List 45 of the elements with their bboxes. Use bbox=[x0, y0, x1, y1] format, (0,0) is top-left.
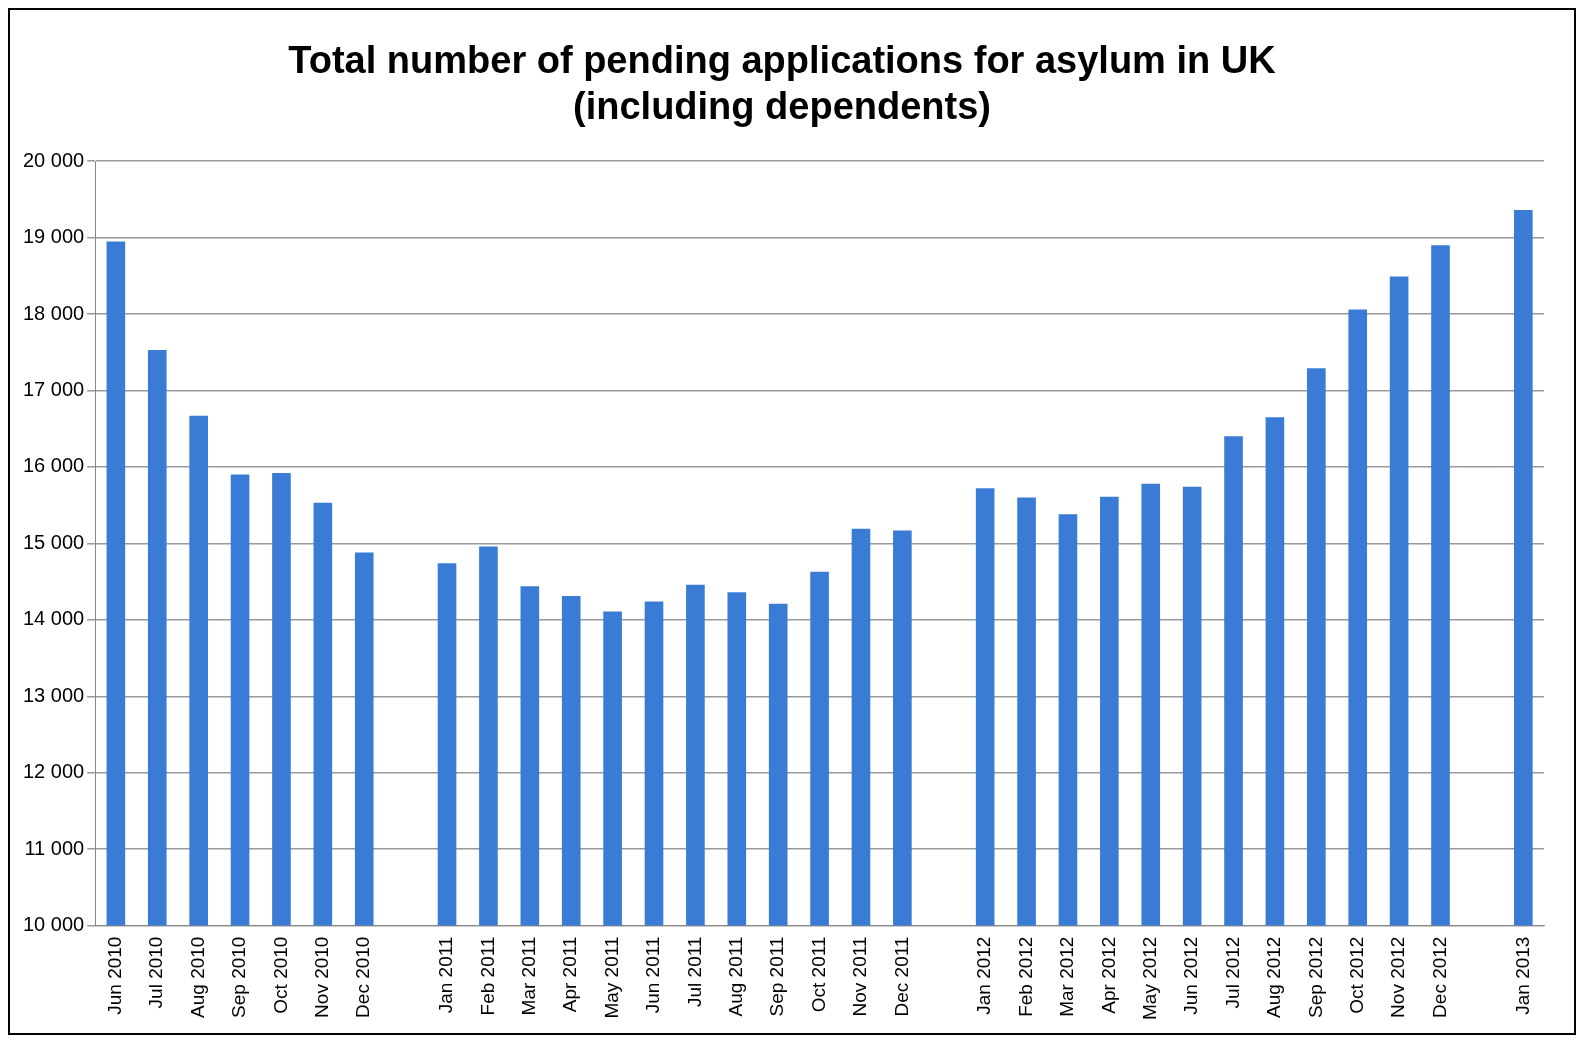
x-tick-label: May 2012 bbox=[1138, 936, 1160, 1021]
x-tick-label: Jan 2012 bbox=[973, 936, 995, 1015]
y-tick-label: 15 000 bbox=[23, 530, 85, 553]
text: (including dependents) bbox=[573, 84, 991, 127]
x-tick-label: Sep 2011 bbox=[766, 936, 788, 1017]
x-tick-label: Sep 2012 bbox=[1304, 936, 1326, 1018]
x-tick-label: Dec 2012 bbox=[1428, 936, 1450, 1018]
x-tick-label: Jun 2011 bbox=[642, 936, 664, 1014]
x-tick-label: Dec 2010 bbox=[352, 936, 374, 1018]
x-tick-label: Apr 2011 bbox=[559, 936, 581, 1013]
x-tick-label: Mar 2012 bbox=[1056, 936, 1078, 1017]
text: Total number of pending applications for asylum in UK bbox=[288, 39, 1276, 82]
y-tick-label: 16 000 bbox=[23, 454, 85, 477]
y-tick-label: 12 000 bbox=[23, 760, 85, 783]
y-tick-label: 14 000 bbox=[23, 607, 85, 630]
x-tick-label: Nov 2010 bbox=[311, 936, 333, 1018]
y-tick-label: 10 000 bbox=[23, 913, 85, 936]
x-tick-label: Feb 2012 bbox=[1014, 936, 1036, 1017]
y-tick-label: 18 000 bbox=[23, 301, 85, 324]
x-tick-label: Jul 2010 bbox=[145, 936, 167, 1009]
x-tick-label: Jun 2012 bbox=[1180, 936, 1202, 1015]
x-tick-label: Oct 2012 bbox=[1345, 936, 1367, 1014]
x-tick-label: Nov 2012 bbox=[1387, 936, 1409, 1018]
x-tick-label: Jan 2013 bbox=[1511, 936, 1533, 1015]
x-tick-label: Mar 2011 bbox=[518, 936, 540, 1016]
y-tick-label: 13 000 bbox=[23, 683, 85, 706]
y-tick-label: 11 000 bbox=[24, 836, 85, 859]
x-tick-label: Jul 2011 bbox=[683, 936, 705, 1007]
y-tick-label: 19 000 bbox=[23, 225, 85, 248]
x-tick-label: Aug 2010 bbox=[186, 936, 208, 1018]
x-tick-label: Feb 2011 bbox=[476, 936, 498, 1016]
x-tick-label: Oct 2011 bbox=[807, 936, 829, 1013]
x-tick-label: Jan 2011 bbox=[435, 936, 457, 1014]
x-tick-label: Aug 2011 bbox=[725, 936, 747, 1017]
x-tick-label: Apr 2012 bbox=[1097, 936, 1119, 1014]
x-tick-label: Dec 2011 bbox=[890, 936, 912, 1017]
x-tick-label: Nov 2011 bbox=[849, 936, 871, 1017]
x-tick-label: Aug 2012 bbox=[1263, 936, 1285, 1018]
y-tick-label: 17 000 bbox=[23, 378, 85, 401]
x-tick-label: Jun 2010 bbox=[104, 936, 126, 1015]
x-tick-label: Oct 2010 bbox=[269, 936, 291, 1014]
x-tick-label: Sep 2010 bbox=[228, 936, 250, 1018]
x-tick-label: May 2011 bbox=[600, 936, 622, 1019]
y-tick-label: 20 000 bbox=[23, 148, 85, 171]
x-tick-label: Jul 2012 bbox=[1221, 936, 1243, 1009]
